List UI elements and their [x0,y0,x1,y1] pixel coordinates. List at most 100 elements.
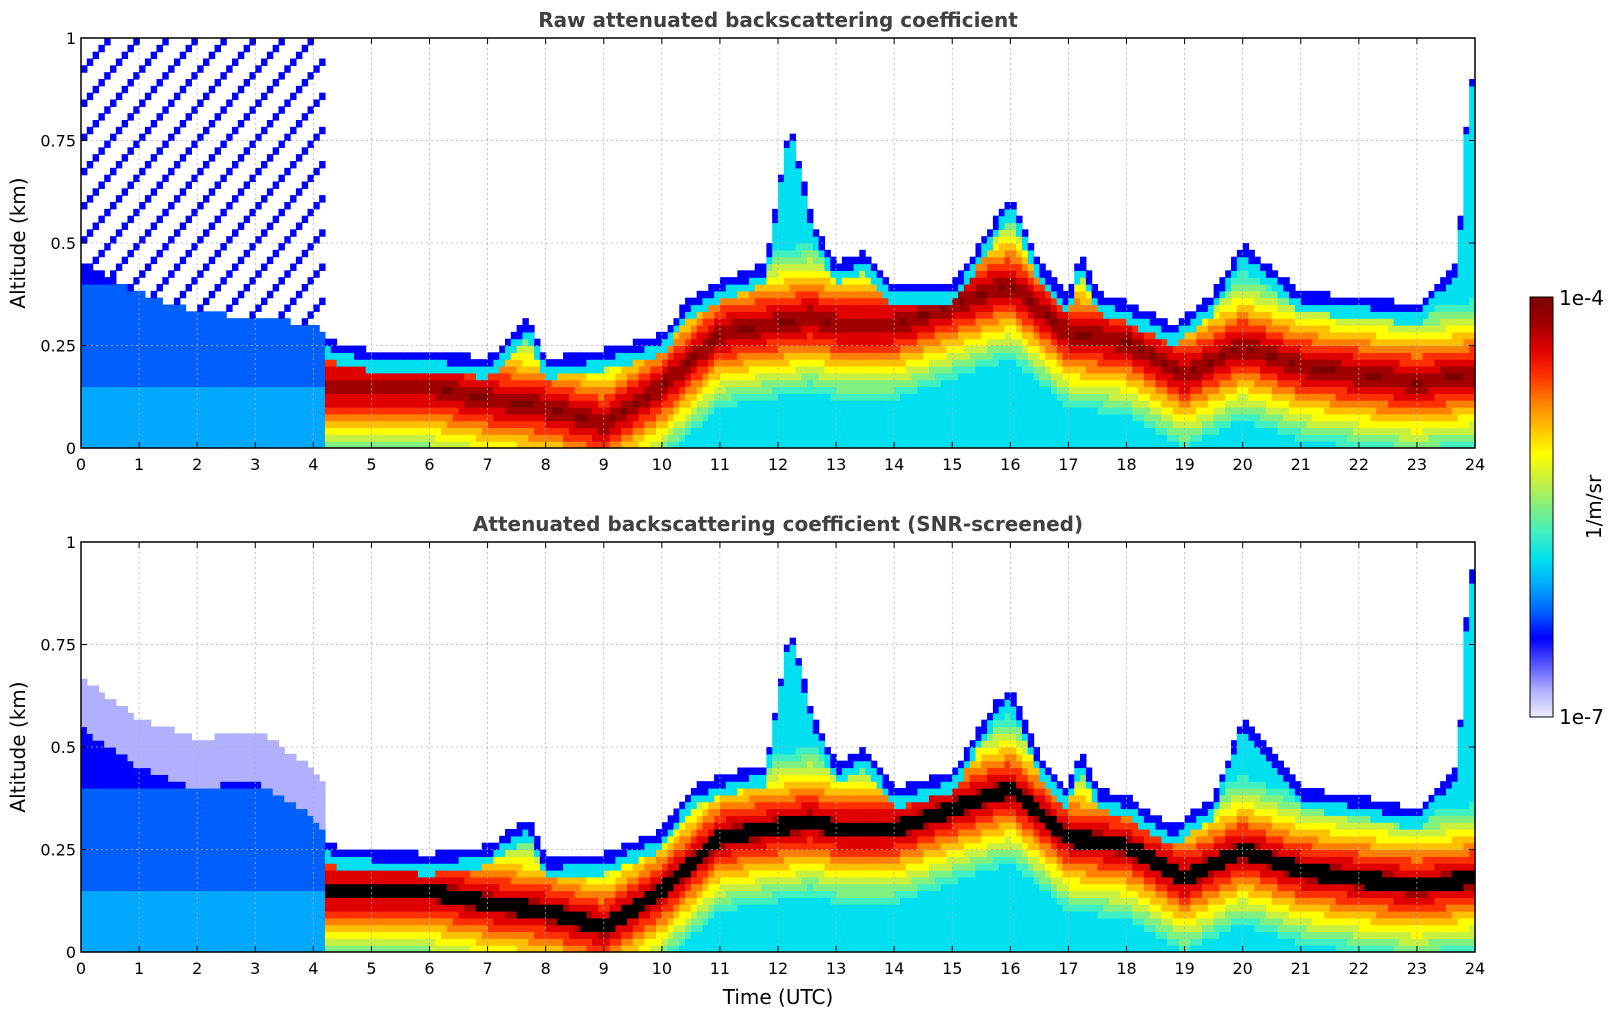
heatmap-cell [626,359,634,367]
heatmap-cell [1155,427,1162,435]
heatmap-cell [237,407,245,415]
heatmap-cell [249,413,256,422]
heatmap-cell [121,290,129,299]
heatmap-cell [899,400,907,408]
heatmap-cell [104,407,111,415]
heatmap-cell [249,407,256,415]
heatmap-cell [1120,441,1128,449]
heatmap-cell [748,338,756,347]
heatmap-cell [133,379,140,388]
heatmap-cell [801,236,808,244]
heatmap-cell [1050,331,1058,340]
heatmap-cell [464,372,471,381]
heatmap-cell [998,400,1006,408]
heatmap-cell [696,386,704,394]
heatmap-cell [801,297,808,306]
heatmap-cell [1091,413,1099,422]
heatmap-column [1120,297,1128,449]
heatmap-cell [1143,338,1151,347]
heatmap-cell [150,85,158,94]
heatmap-cell [412,386,419,394]
heatmap-cell [1097,290,1104,299]
heatmap-cell [714,413,721,422]
heatmap-cell [1109,420,1116,429]
heatmap-cell [1248,297,1255,306]
heatmap-cell [1196,311,1203,319]
heatmap-cell [499,413,506,422]
heatmap-cell [319,366,326,374]
heatmap-cell [104,277,111,285]
heatmap-cell [998,420,1006,429]
heatmap-cell [353,393,361,401]
heatmap-cell [1021,393,1029,401]
heatmap-cell [737,318,744,326]
heatmap-cell [685,393,692,401]
heatmap-cell [127,284,134,292]
heatmap-cell [1062,379,1070,388]
heatmap-cell [150,338,158,347]
heatmap-cell [295,222,303,230]
heatmap-cell [638,386,646,394]
heatmap-cell [156,304,163,312]
heatmap-cell [534,420,541,429]
heatmap-cell [1050,284,1058,292]
heatmap-cell [1260,359,1267,367]
heatmap-cell [1178,413,1186,422]
heatmap-cell [1248,318,1255,326]
heatmap-cell [1254,407,1261,415]
heatmap-column [1068,284,1075,449]
heatmap-cell [644,393,651,401]
heatmap-cell [1027,256,1035,265]
heatmap-cell [133,72,140,80]
heatmap-cell [905,413,913,422]
heatmap-cell [115,420,123,429]
heatmap-cell [272,366,280,374]
heatmap-cell [121,393,129,401]
heatmap-cell [86,359,94,367]
heatmap-cell [714,393,721,401]
heatmap-cell [998,215,1006,224]
heatmap-column [987,229,994,449]
heatmap-cell [870,441,878,449]
heatmap-cell [1248,277,1255,285]
heatmap-cell [458,379,465,388]
heatmap-column [127,44,134,449]
heatmap-cell [975,290,982,299]
heatmap-cell [359,352,367,360]
heatmap-cell [290,161,297,169]
heatmap-cell [1248,352,1255,360]
heatmap-cell [197,202,204,210]
heatmap-cell [992,318,1000,326]
heatmap-cell [621,359,628,367]
heatmap-cell [1138,413,1145,422]
heatmap-cell [772,263,779,271]
heatmap-cell [1074,325,1081,333]
heatmap-cell [1254,338,1261,347]
heatmap-cell [667,420,675,429]
heatmap-cell [202,311,210,319]
heatmap-cell [214,284,221,292]
heatmap-cell [162,407,169,415]
heatmap-cell [998,441,1006,449]
heatmap-cell [1016,256,1023,265]
heatmap-cell [365,386,373,394]
heatmap-cell [836,338,843,347]
heatmap-cell [232,297,239,306]
heatmap-cell [452,386,460,394]
heatmap-cell [998,407,1006,415]
heatmap-cell [510,379,518,388]
heatmap-cell [987,420,994,429]
heatmap-cell [696,407,704,415]
heatmap-cell [400,372,407,381]
heatmap-cell [894,372,901,381]
heatmap-cell [795,167,802,176]
heatmap-cell [237,325,245,333]
heatmap-cell [493,366,500,374]
heatmap-column [772,208,779,449]
heatmap-cell [144,400,152,408]
heatmap-cell [836,304,843,312]
heatmap-cell [923,331,930,340]
heatmap-cell [144,161,152,169]
heatmap-cell [348,386,355,394]
heatmap-cell [406,359,413,367]
